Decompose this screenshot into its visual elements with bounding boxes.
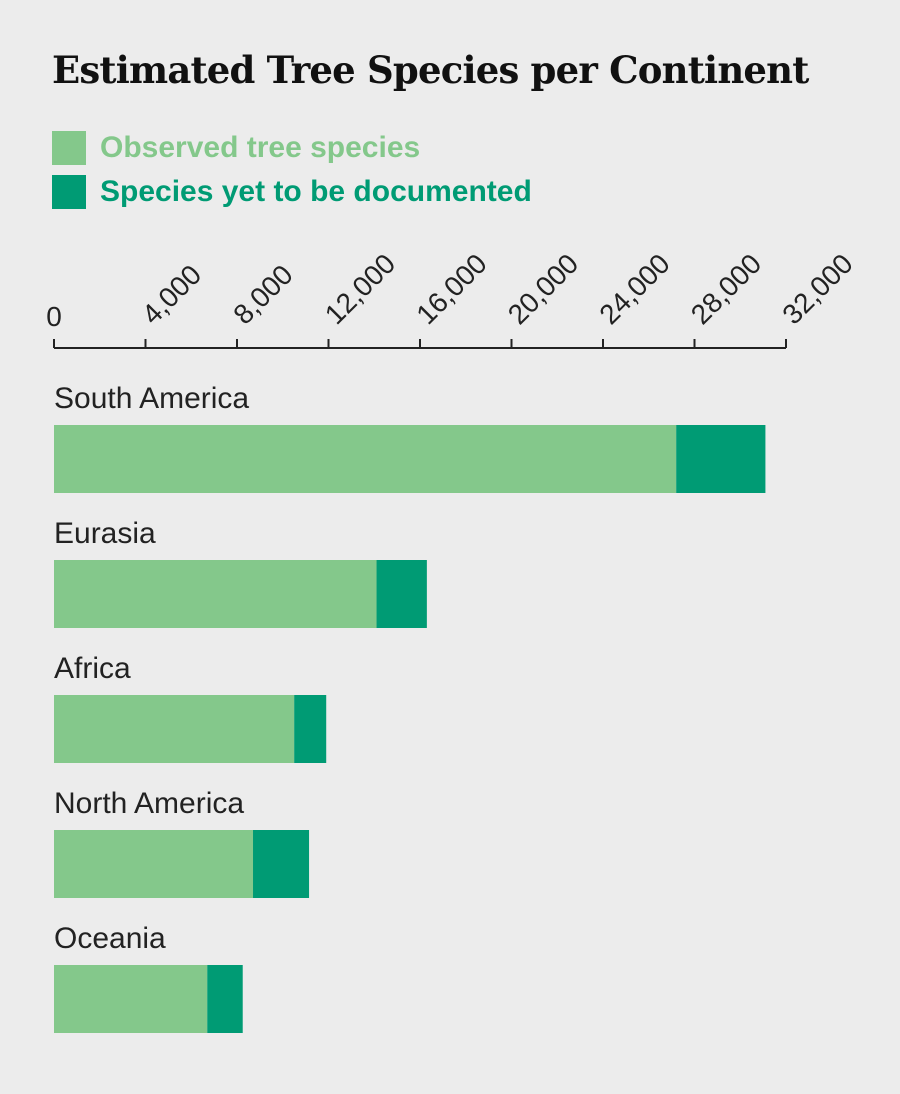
category-label: South America bbox=[54, 382, 249, 415]
chart-title: Estimated Tree Species per Continent bbox=[52, 48, 809, 92]
bar-observed bbox=[54, 560, 377, 628]
x-tick-label: 16,000 bbox=[410, 248, 492, 330]
x-tick-label: 28,000 bbox=[685, 248, 767, 330]
bar-observed bbox=[54, 425, 677, 493]
legend-label-observed: Observed tree species bbox=[100, 131, 421, 164]
bar-observed bbox=[54, 830, 254, 898]
legend-swatch-undocumented bbox=[52, 175, 86, 209]
x-tick-label: 24,000 bbox=[593, 248, 675, 330]
bar-undocumented bbox=[676, 425, 766, 493]
x-tick-label: 0 bbox=[46, 301, 62, 332]
bar-undocumented bbox=[207, 965, 243, 1033]
bar-undocumented bbox=[253, 830, 310, 898]
x-tick-label: 12,000 bbox=[319, 248, 401, 330]
x-tick-label: 20,000 bbox=[502, 248, 584, 330]
category-label: North America bbox=[54, 787, 244, 820]
bar-observed bbox=[54, 695, 295, 763]
category-label: Eurasia bbox=[54, 517, 156, 550]
legend-swatch-observed bbox=[52, 131, 86, 165]
legend-item-observed: Observed tree species bbox=[52, 126, 532, 170]
bar-observed bbox=[54, 965, 208, 1033]
x-tick-label: 4,000 bbox=[136, 259, 207, 330]
legend-label-undocumented: Species yet to be documented bbox=[100, 175, 532, 208]
x-tick-label: 8,000 bbox=[227, 259, 298, 330]
legend: Observed tree species Species yet to be … bbox=[52, 126, 532, 214]
category-label: Africa bbox=[54, 652, 131, 685]
category-label: Oceania bbox=[54, 922, 166, 955]
legend-item-undocumented: Species yet to be documented bbox=[52, 170, 532, 214]
x-tick-label: 32,000 bbox=[776, 248, 858, 330]
bar-undocumented bbox=[294, 695, 327, 763]
bar-undocumented bbox=[376, 560, 427, 628]
